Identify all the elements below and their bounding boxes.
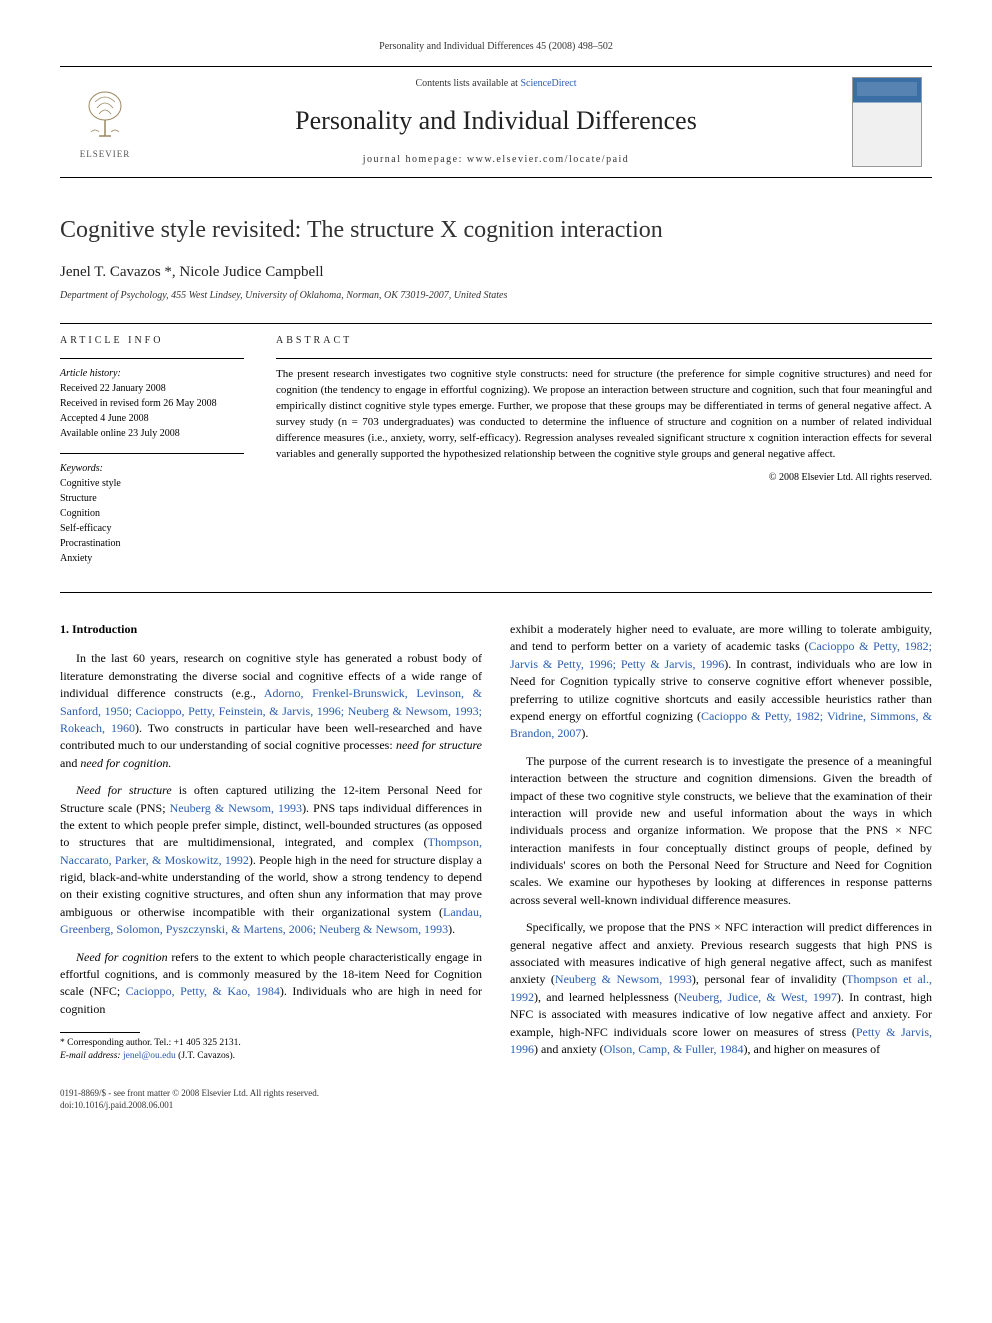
text: ). xyxy=(581,726,588,740)
running-header: Personality and Individual Differences 4… xyxy=(60,40,932,54)
contents-available-line: Contents lists available at ScienceDirec… xyxy=(150,77,842,91)
text: and xyxy=(60,756,80,770)
journal-cover-icon xyxy=(852,77,922,167)
affiliation: Department of Psychology, 455 West Linds… xyxy=(60,289,932,303)
body-columns: 1. Introduction In the last 60 years, re… xyxy=(60,621,932,1068)
bottom-meta: 0191-8869/$ - see front matter © 2008 El… xyxy=(60,1088,932,1111)
article-info-block: ARTICLE INFO Article history: Received 2… xyxy=(60,324,260,592)
paragraph: The purpose of the current research is t… xyxy=(510,753,932,910)
abstract-heading: ABSTRACT xyxy=(276,334,932,349)
keyword: Structure xyxy=(60,492,244,506)
keyword: Procrastination xyxy=(60,537,244,551)
abstract-block: ABSTRACT The present research investigat… xyxy=(260,324,932,592)
article-info-heading: ARTICLE INFO xyxy=(60,334,244,348)
front-matter-line: 0191-8869/$ - see front matter © 2008 El… xyxy=(60,1088,932,1100)
paragraph: Need for cognition refers to the extent … xyxy=(60,949,482,1019)
footnote-line: * Corresponding author. Tel.: +1 405 325… xyxy=(60,1037,482,1050)
citation-link[interactable]: Olson, Camp, & Fuller, 1984 xyxy=(604,1042,744,1056)
citation-link[interactable]: Neuberg, Judice, & West, 1997 xyxy=(678,990,837,1004)
abstract-text: The present research investigates two co… xyxy=(276,367,932,463)
contents-prefix: Contents lists available at xyxy=(415,78,520,89)
history-label: Article history: xyxy=(60,367,244,381)
paragraph: Specifically, we propose that the PNS × … xyxy=(510,919,932,1058)
history-item: Received in revised form 26 May 2008 xyxy=(60,397,244,411)
info-abstract-row: ARTICLE INFO Article history: Received 2… xyxy=(60,323,932,593)
footnote-line: E-mail address: jenel@ou.edu (J.T. Cavaz… xyxy=(60,1050,482,1063)
text: ), personal fear of invalidity ( xyxy=(692,972,846,986)
column-right: exhibit a moderately higher need to eval… xyxy=(510,621,932,1068)
publisher-name: ELSEVIER xyxy=(80,148,131,161)
article-title: Cognitive style revisited: The structure… xyxy=(60,214,932,248)
citation-link[interactable]: Neuberg & Newsom, 1993 xyxy=(555,972,692,986)
paragraph: In the last 60 years, research on cognit… xyxy=(60,650,482,772)
corresponding-footnote: * Corresponding author. Tel.: +1 405 325… xyxy=(60,1037,482,1064)
journal-title: Personality and Individual Differences xyxy=(150,103,842,139)
email-link[interactable]: jenel@ou.edu xyxy=(123,1051,176,1061)
column-left: 1. Introduction In the last 60 years, re… xyxy=(60,621,482,1068)
citation-link[interactable]: Cacioppo, Petty, & Kao, 1984 xyxy=(126,984,280,998)
history-item: Accepted 4 June 2008 xyxy=(60,412,244,426)
journal-homepage: journal homepage: www.elsevier.com/locat… xyxy=(150,153,842,167)
term: Need for structure xyxy=(76,783,172,797)
keyword: Cognitive style xyxy=(60,477,244,491)
email-label: E-mail address: xyxy=(60,1051,121,1061)
article-history: Article history: Received 22 January 200… xyxy=(60,367,244,441)
footnote-rule xyxy=(60,1032,140,1033)
keyword: Cognition xyxy=(60,507,244,521)
publisher-block: ELSEVIER xyxy=(60,67,150,177)
paragraph: Need for structure is often captured uti… xyxy=(60,782,482,939)
elsevier-tree-icon xyxy=(75,84,135,144)
text: ) and anxiety ( xyxy=(534,1042,604,1056)
term: need for cognition. xyxy=(80,756,171,770)
email-suffix: (J.T. Cavazos). xyxy=(176,1051,235,1061)
cover-thumbnail-box xyxy=(842,67,932,177)
doi-line: doi:10.1016/j.paid.2008.06.001 xyxy=(60,1100,932,1112)
history-item: Available online 23 July 2008 xyxy=(60,427,244,441)
section-heading-intro: 1. Introduction xyxy=(60,621,482,638)
paragraph: exhibit a moderately higher need to eval… xyxy=(510,621,932,743)
keywords-block: Keywords: Cognitive style Structure Cogn… xyxy=(60,462,244,566)
keyword: Self-efficacy xyxy=(60,522,244,536)
keyword: Anxiety xyxy=(60,552,244,566)
authors: Jenel T. Cavazos *, Nicole Judice Campbe… xyxy=(60,262,932,283)
masthead: ELSEVIER Contents lists available at Sci… xyxy=(60,66,932,178)
term: need for structure xyxy=(396,738,482,752)
abstract-copyright: © 2008 Elsevier Ltd. All rights reserved… xyxy=(276,471,932,486)
text: ), and learned helplessness ( xyxy=(534,990,678,1004)
citation-link[interactable]: Neuberg & Newsom, 1993 xyxy=(170,801,302,815)
text: ). xyxy=(448,922,455,936)
term: Need for cognition xyxy=(76,950,168,964)
history-item: Received 22 January 2008 xyxy=(60,382,244,396)
keywords-label: Keywords: xyxy=(60,462,244,476)
sciencedirect-link[interactable]: ScienceDirect xyxy=(520,78,576,89)
masthead-center: Contents lists available at ScienceDirec… xyxy=(150,67,842,177)
text: ), and higher on measures of xyxy=(744,1042,881,1056)
